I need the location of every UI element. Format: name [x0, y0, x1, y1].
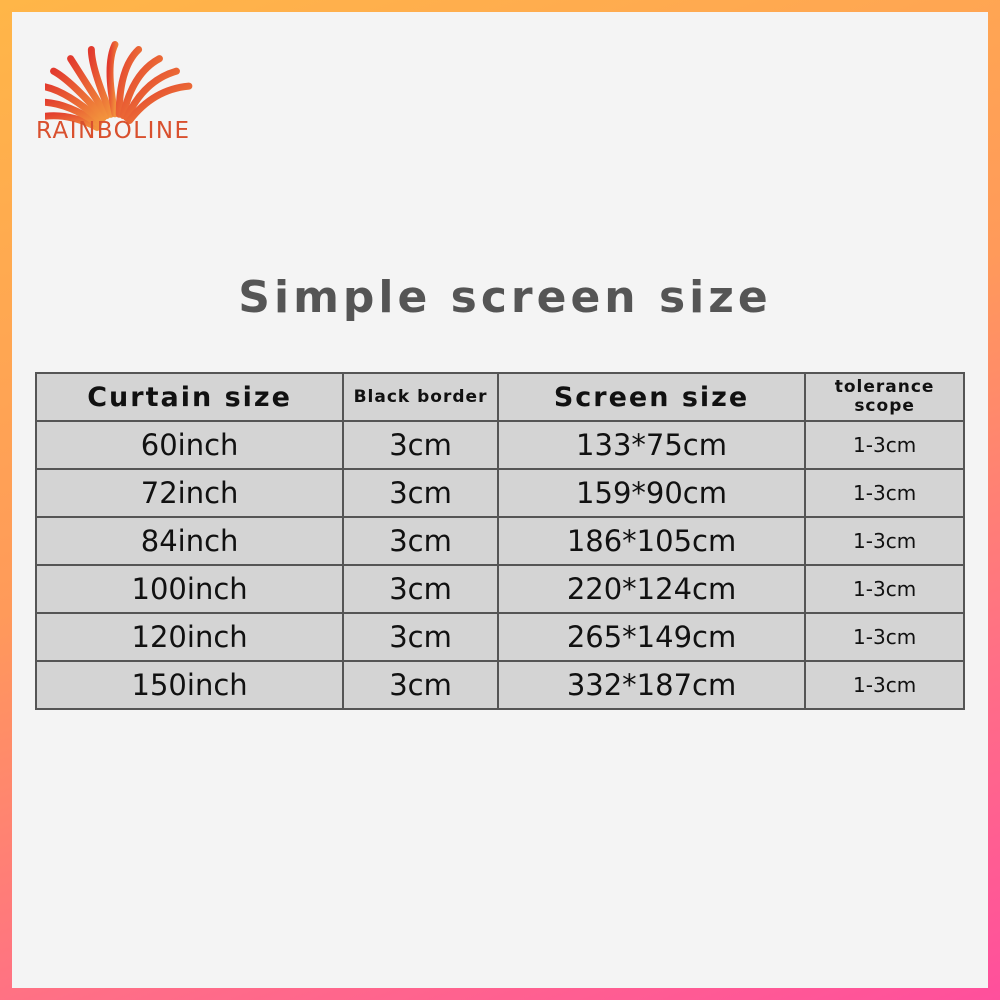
cell-tolerance: 1-3cm	[804, 660, 965, 710]
cell-screen-size: 220*124cm	[496, 564, 807, 614]
logo-ray	[106, 41, 119, 118]
logo-ray	[45, 98, 102, 128]
logo-ray	[45, 112, 101, 131]
logo-ray	[50, 67, 107, 122]
cell-black-border: 3cm	[342, 516, 499, 566]
rainboline-logo-icon	[45, 41, 193, 131]
logo-ray	[123, 67, 180, 122]
logo-ray	[126, 82, 193, 124]
cell-screen-size: 332*187cm	[496, 660, 807, 710]
brand-name: RAINBOLINE	[36, 118, 191, 144]
cell-tolerance: 1-3cm	[804, 564, 965, 614]
cell-curtain-size: 84inch	[34, 516, 345, 566]
table-row: 150inch 3cm 332*187cm 1-3cm	[34, 660, 965, 710]
logo-ray	[115, 45, 143, 118]
cell-black-border: 3cm	[342, 612, 499, 662]
cell-curtain-size: 100inch	[34, 564, 345, 614]
cell-black-border: 3cm	[342, 420, 499, 470]
cell-curtain-size: 72inch	[34, 468, 345, 518]
size-table: Curtain size Black border Screen size to…	[34, 372, 965, 710]
logo-ray	[119, 55, 163, 120]
cell-black-border: 3cm	[342, 660, 499, 710]
logo-ray	[45, 83, 104, 124]
cell-curtain-size: 60inch	[34, 420, 345, 470]
logo-ray	[87, 45, 115, 118]
cell-tolerance: 1-3cm	[804, 516, 965, 566]
cell-tolerance: 1-3cm	[804, 468, 965, 518]
header-black-border: Black border	[342, 372, 499, 422]
cell-black-border: 3cm	[342, 564, 499, 614]
cell-screen-size: 186*105cm	[496, 516, 807, 566]
cell-screen-size: 133*75cm	[496, 420, 807, 470]
header-curtain-size: Curtain size	[34, 372, 345, 422]
cell-curtain-size: 150inch	[34, 660, 345, 710]
table-row: 60inch 3cm 133*75cm 1-3cm	[34, 420, 965, 470]
header-screen-size: Screen size	[496, 372, 807, 422]
cell-screen-size: 265*149cm	[496, 612, 807, 662]
cell-screen-size: 159*90cm	[496, 468, 807, 518]
table-row: 72inch 3cm 159*90cm 1-3cm	[34, 468, 965, 518]
cell-tolerance: 1-3cm	[804, 612, 965, 662]
header-tolerance-scope: tolerance scope	[804, 372, 965, 422]
table-row: 100inch 3cm 220*124cm 1-3cm	[34, 564, 965, 614]
table-row: 84inch 3cm 186*105cm 1-3cm	[34, 516, 965, 566]
logo-ray	[67, 55, 111, 120]
page-title: Simple screen size	[238, 272, 772, 323]
table-row: 120inch 3cm 265*149cm 1-3cm	[34, 612, 965, 662]
table-header-row: Curtain size Black border Screen size to…	[34, 372, 965, 422]
cell-curtain-size: 120inch	[34, 612, 345, 662]
cell-tolerance: 1-3cm	[804, 420, 965, 470]
cell-black-border: 3cm	[342, 468, 499, 518]
